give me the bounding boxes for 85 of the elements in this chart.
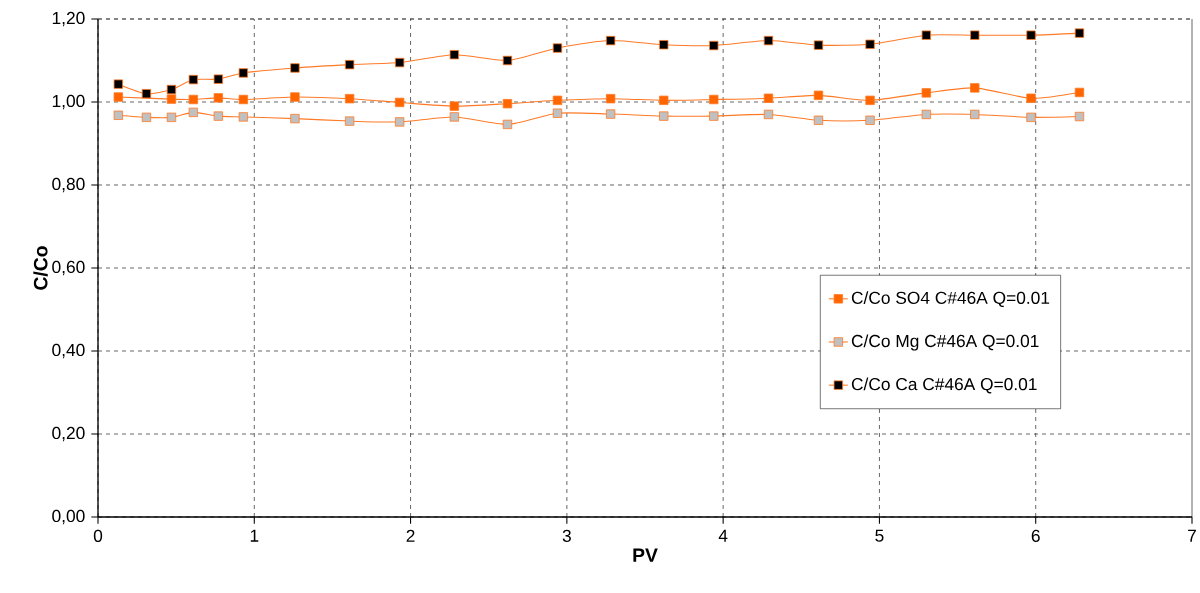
point xyxy=(552,108,563,118)
point xyxy=(238,68,249,78)
point xyxy=(449,101,459,111)
point xyxy=(1074,87,1085,98)
y-tick-label: 0,00 xyxy=(52,509,85,525)
point xyxy=(1026,93,1036,103)
point xyxy=(552,43,563,53)
point xyxy=(865,115,875,125)
point xyxy=(449,112,459,122)
point xyxy=(213,111,224,121)
x-tick-label: 6 xyxy=(1031,529,1040,542)
point xyxy=(1026,112,1036,123)
point xyxy=(763,35,774,46)
y-tick-label: 1,20 xyxy=(52,11,85,27)
point xyxy=(113,92,123,102)
point xyxy=(659,40,669,50)
point xyxy=(502,98,513,109)
x-tick-label: 1 xyxy=(250,529,259,542)
point xyxy=(141,89,152,99)
point xyxy=(394,57,405,68)
point xyxy=(238,94,249,105)
x-tick-label: 3 xyxy=(562,529,571,542)
point xyxy=(290,63,300,73)
point xyxy=(659,111,669,121)
point xyxy=(921,30,931,40)
point xyxy=(813,40,824,50)
point xyxy=(709,94,719,105)
point xyxy=(502,119,513,130)
x-axis-title: PV xyxy=(633,548,658,562)
y-axis-title: C/Co xyxy=(33,246,48,290)
point xyxy=(763,93,774,103)
point xyxy=(394,97,405,108)
legend-label: C/Co Ca C#46A Q=0.01 xyxy=(851,377,1037,394)
point xyxy=(865,95,875,105)
point xyxy=(344,94,355,104)
point xyxy=(552,95,563,105)
point xyxy=(659,95,669,105)
x-tick-label: 7 xyxy=(1188,529,1196,542)
point xyxy=(865,39,875,49)
point xyxy=(709,111,719,121)
point xyxy=(188,94,198,105)
y-tick-label: 0,60 xyxy=(52,260,85,276)
point xyxy=(113,110,123,120)
point xyxy=(921,88,931,98)
point xyxy=(113,79,123,89)
point xyxy=(394,117,405,127)
point xyxy=(709,40,719,51)
point xyxy=(238,112,249,122)
point xyxy=(188,74,198,85)
y-tick-label: 0,80 xyxy=(52,177,85,193)
x-tick-label: 4 xyxy=(718,529,728,542)
point xyxy=(290,92,300,102)
point xyxy=(166,94,177,104)
point xyxy=(213,74,224,84)
y-tick-label: 0,20 xyxy=(52,426,85,442)
point xyxy=(970,83,980,93)
point xyxy=(290,113,300,124)
point xyxy=(188,107,198,118)
point xyxy=(605,94,616,104)
point xyxy=(763,109,774,120)
legend-label: C/Co SO4 C#46A Q=0.01 xyxy=(851,291,1050,308)
point xyxy=(166,112,177,123)
point xyxy=(166,84,177,95)
point xyxy=(141,112,152,123)
point xyxy=(813,90,824,101)
point xyxy=(344,116,355,126)
point xyxy=(970,30,980,40)
y-tick-label: 1,00 xyxy=(52,94,85,110)
legend-label: C/Co Mg C#46A Q=0.01 xyxy=(851,334,1039,351)
point xyxy=(921,109,931,120)
point xyxy=(605,35,616,46)
point xyxy=(970,109,980,120)
point xyxy=(502,55,513,66)
point xyxy=(1074,28,1085,38)
point xyxy=(344,59,355,70)
x-tick-label: 2 xyxy=(406,529,415,542)
point xyxy=(449,50,459,60)
point xyxy=(213,93,224,103)
point xyxy=(813,115,824,125)
point xyxy=(605,109,616,119)
point xyxy=(1026,30,1036,40)
y-tick-label: 0,40 xyxy=(52,343,85,359)
point xyxy=(1074,111,1085,122)
x-tick-label: 5 xyxy=(875,529,884,542)
x-tick-label: 0 xyxy=(93,529,103,542)
